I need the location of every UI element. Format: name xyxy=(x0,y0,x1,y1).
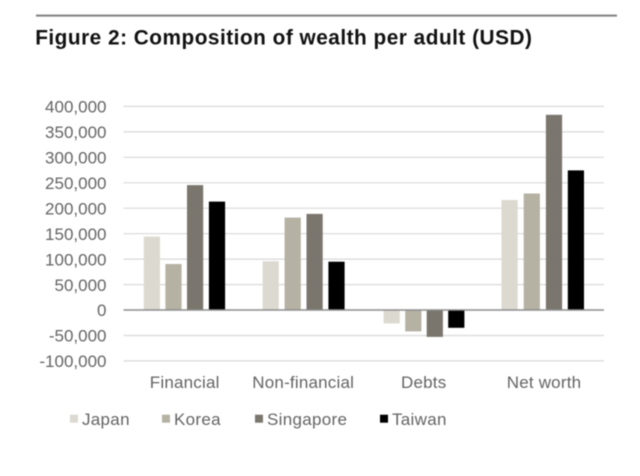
svg-text:Singapore: Singapore xyxy=(267,410,347,429)
svg-text:350,000: 350,000 xyxy=(45,123,106,142)
svg-text:Figure 2: Composition of wealt: Figure 2: Composition of wealth per adul… xyxy=(35,27,532,50)
svg-text:50,000: 50,000 xyxy=(55,276,107,295)
svg-text:400,000: 400,000 xyxy=(45,98,106,117)
svg-text:250,000: 250,000 xyxy=(45,174,106,193)
svg-text:Net worth: Net worth xyxy=(507,373,582,392)
svg-text:Japan: Japan xyxy=(82,410,130,429)
svg-text:-100,000: -100,000 xyxy=(39,352,106,371)
svg-text:Non-financial: Non-financial xyxy=(252,373,354,392)
svg-text:Korea: Korea xyxy=(174,410,221,429)
svg-text:-50,000: -50,000 xyxy=(49,327,107,346)
svg-text:0: 0 xyxy=(97,301,106,320)
svg-text:Debts: Debts xyxy=(401,373,446,392)
svg-text:300,000: 300,000 xyxy=(45,149,106,168)
svg-text:150,000: 150,000 xyxy=(45,225,106,244)
svg-text:Financial: Financial xyxy=(150,373,220,392)
svg-text:Taiwan: Taiwan xyxy=(392,410,447,429)
svg-text:200,000: 200,000 xyxy=(45,199,106,218)
svg-text:100,000: 100,000 xyxy=(45,250,106,269)
